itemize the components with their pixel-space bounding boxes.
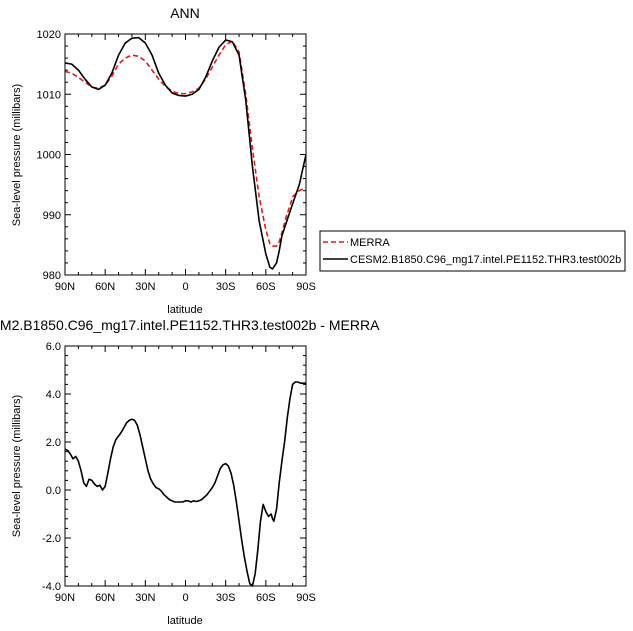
plot-frame-top	[64, 33, 307, 276]
x-tick-label-bottom: 30S	[216, 592, 236, 604]
x-tick-label-bottom: 30N	[135, 592, 155, 604]
legend: MERRA CESM2.B1850.C96_mg17.intel.PE1152.…	[319, 230, 626, 272]
x-tick-label-bottom: 60S	[256, 592, 276, 604]
y-axis-label-bottom: Sea-level pressure (millibars)	[11, 395, 23, 537]
chart-panel-bottom: SM2.B1850.C96_mg17.intel.PE1152.THR3.tes…	[0, 317, 380, 627]
x-tick-label-top: 90N	[55, 281, 75, 293]
x-tick-label-top: 90S	[296, 281, 316, 293]
x-tick-label-top: 60S	[256, 281, 276, 293]
x-tick-label-top: 30N	[135, 281, 155, 293]
y-tick-label-top: 980	[43, 270, 61, 282]
x-tick-label-bottom: 90S	[296, 592, 316, 604]
series-line-top-0	[64, 40, 307, 247]
legend-box	[319, 230, 626, 272]
chart-panel-top: ANN 90N 60N 30N 0 30S 60S 90S 980 990 1000 1010 102…	[11, 5, 316, 316]
chart-title-top: ANN	[170, 5, 200, 21]
y-tick-label-top: 990	[43, 210, 61, 222]
y-tick-label-top: 1020	[37, 29, 61, 41]
legend-label-merra: MERRA	[350, 237, 390, 249]
y-tick-label-bottom: -2.0	[42, 533, 61, 545]
y-tick-label-bottom: -4.0	[42, 581, 61, 593]
x-axis-label-bottom: latitude	[167, 615, 202, 627]
y-tick-label-bottom: 6.0	[46, 341, 61, 353]
y-tick-label-bottom: 4.0	[46, 389, 61, 401]
x-tick-label-bottom: 90N	[55, 592, 75, 604]
plot-area-bottom: 90N 60N 30N 0 30S 60S 90S -4.0 -2.0 0.0 2.0 4.0 6.0	[42, 341, 316, 604]
x-tick-label-top: 60N	[95, 281, 115, 293]
y-tick-label-top: 1000	[37, 150, 61, 162]
series-line-top-1	[64, 36, 307, 270]
x-tick-label-top: 30S	[216, 281, 236, 293]
series-line-bottom-0	[64, 381, 306, 587]
x-axis-label-top: latitude	[167, 304, 202, 316]
plot-frame-bottom	[64, 345, 307, 587]
x-tick-label-bottom: 0	[182, 592, 188, 604]
y-tick-label-top: 1010	[37, 89, 61, 101]
x-tick-label-bottom: 60N	[95, 592, 115, 604]
plot-area-top: 90N 60N 30N 0 30S 60S 90S 980 990 1000 1010 1020	[37, 29, 316, 293]
chart-title-bottom: SM2.B1850.C96_mg17.intel.PE1152.THR3.tes…	[0, 317, 380, 333]
y-tick-label-bottom: 0.0	[46, 485, 61, 497]
y-tick-label-bottom: 2.0	[46, 437, 61, 449]
legend-label-model: CESM2.B1850.C96_mg17.intel.PE1152.THR3.t…	[350, 254, 621, 266]
x-tick-label-top: 0	[182, 281, 188, 293]
y-axis-label-top: Sea-level pressure (millibars)	[11, 84, 23, 226]
